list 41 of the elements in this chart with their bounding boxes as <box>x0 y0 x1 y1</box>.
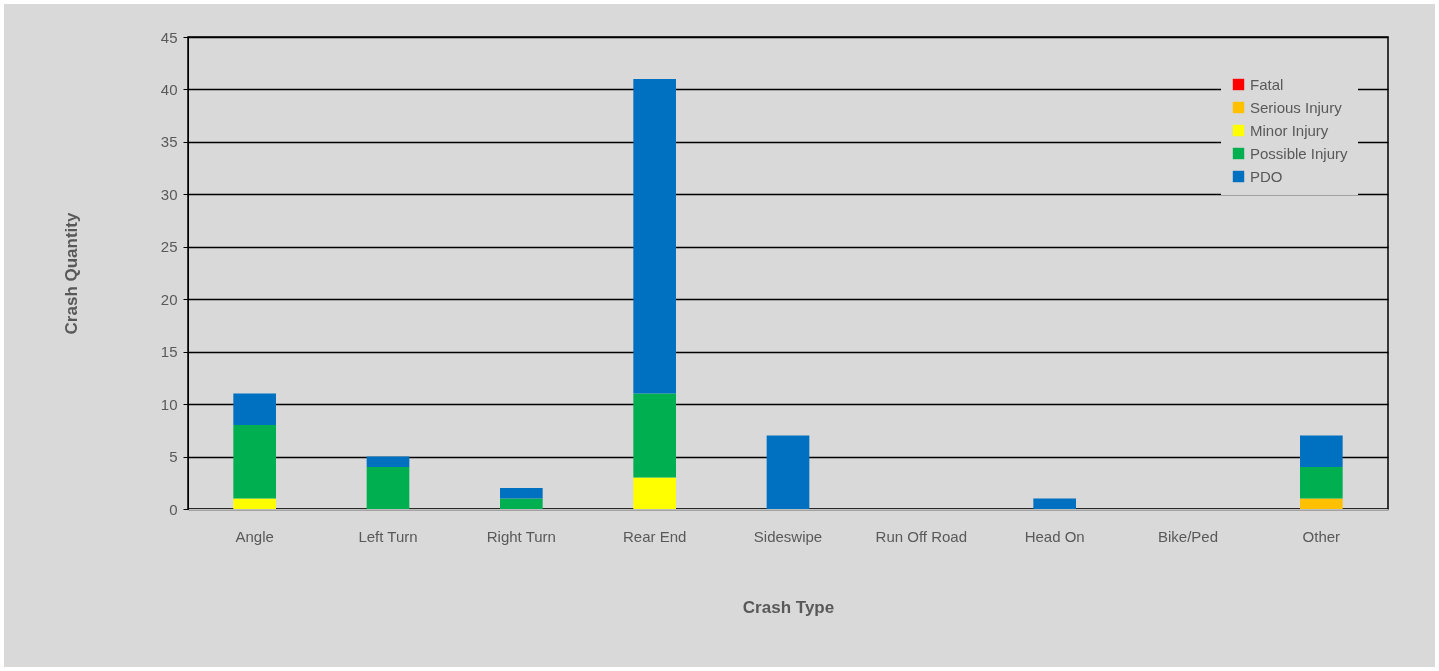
bar <box>1033 498 1076 509</box>
y-tick-label: 10 <box>160 395 178 413</box>
bar <box>500 488 543 499</box>
y-tick-label: 35 <box>160 133 178 151</box>
y-tick-label: 40 <box>160 80 178 98</box>
y-axis-title: Crash Quantity <box>61 212 81 335</box>
x-tick-label: Angle <box>235 527 274 545</box>
legend-label: Possible Injury <box>1250 144 1349 162</box>
x-tick-label: Sideswipe <box>753 527 823 545</box>
x-tick-label: Rear End <box>622 527 687 545</box>
y-tick-label: 25 <box>160 238 178 256</box>
bar <box>233 425 276 499</box>
y-tick-label: 0 <box>169 500 178 518</box>
x-tick-label: Left Turn <box>358 527 418 545</box>
y-tick-label: 20 <box>160 290 178 308</box>
x-tick-label: Other <box>1302 527 1341 545</box>
bar <box>766 435 810 509</box>
x-tick-label: Run Off Road <box>875 527 968 545</box>
x-tick-label: Right Turn <box>486 527 556 545</box>
legend-label: Serious Injury <box>1250 98 1343 116</box>
bar <box>1300 467 1343 499</box>
bar <box>366 456 410 468</box>
y-tick-label: 30 <box>160 185 178 203</box>
bar <box>1300 435 1343 468</box>
y-tick-label: 15 <box>160 343 178 361</box>
bar <box>633 78 676 394</box>
y-tick-label: 5 <box>169 448 178 466</box>
bar <box>366 467 410 509</box>
x-axis-title: Crash Type <box>742 597 835 617</box>
x-tick-label: Head On <box>1024 527 1085 545</box>
bar <box>233 498 276 509</box>
legend-label: PDO <box>1250 167 1283 185</box>
y-tick-label: 45 <box>160 28 178 46</box>
bar <box>1300 498 1343 509</box>
bar <box>500 498 543 509</box>
legend-label: Fatal <box>1250 75 1284 93</box>
bar <box>233 393 276 426</box>
bar <box>633 477 676 509</box>
x-tick-label: Bike/Ped <box>1157 527 1219 545</box>
bar <box>633 393 676 478</box>
legend-label: Minor Injury <box>1250 121 1329 139</box>
